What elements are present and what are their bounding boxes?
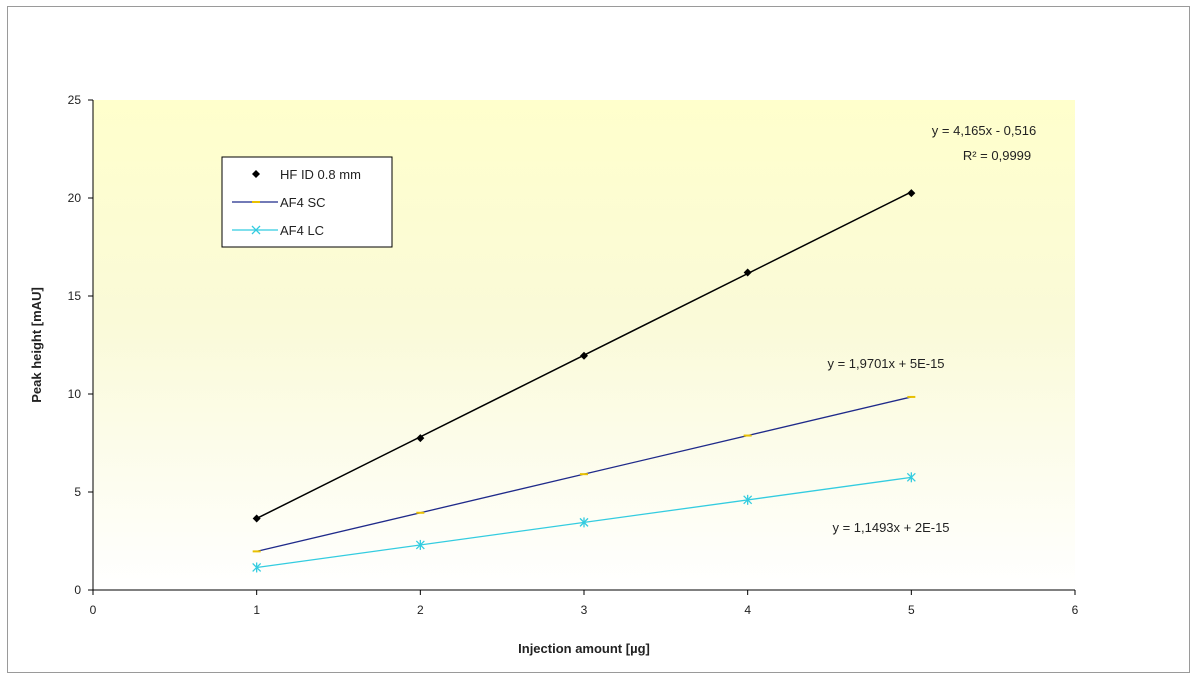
series-markers [252, 189, 916, 573]
x-axis-title: Injection amount [µg] [518, 641, 650, 656]
hf-trendline-r-squared: R² = 0,9999 [963, 148, 1031, 163]
lc-data-point [906, 472, 916, 483]
legend-label: AF4 SC [280, 195, 326, 210]
legend-swatch [252, 170, 260, 178]
lc-data-point [579, 517, 589, 528]
x-tick-label: 4 [744, 603, 751, 617]
y-tick-label: 25 [68, 93, 82, 107]
x-tick-label: 1 [253, 603, 260, 617]
hf-trendline-equation: y = 4,165x - 0,516 [932, 123, 1036, 138]
x-tick-label: 5 [908, 603, 915, 617]
y-tick-label: 0 [74, 583, 81, 597]
legend-label: HF ID 0.8 mm [280, 167, 361, 182]
legend: HF ID 0.8 mm AF4 SC AF4 LC [221, 156, 393, 248]
x-tick-label: 3 [581, 603, 588, 617]
hf-data-point [907, 189, 916, 198]
chart-text: Injection amount [µg] Peak height [mAU] … [29, 123, 1036, 656]
lc-data-point [252, 562, 262, 573]
legend-item: AF4 SC [232, 195, 326, 210]
lc-trendline-equation: y = 1,1493x + 2E-15 [832, 520, 949, 535]
legend-label: AF4 LC [280, 223, 324, 238]
hf-data-point [580, 351, 588, 360]
y-tick-label: 20 [68, 191, 82, 205]
hf-data-point [416, 434, 425, 443]
x-tick-label: 0 [90, 603, 97, 617]
hf-data-point [743, 268, 752, 277]
axes: 0 1 2 3 4 5 6 0 5 10 15 20 25 [68, 93, 1079, 617]
y-tick-label: 15 [68, 289, 82, 303]
chart-frame: 0 1 2 3 4 5 6 0 5 10 15 20 25 Injection amount [µg] … [7, 6, 1190, 673]
hf-data-point [252, 514, 261, 523]
legend-item: AF4 LC [232, 223, 324, 238]
sc-trendline-equation: y = 1,9701x + 5E-15 [827, 356, 944, 371]
legend-marker [251, 225, 261, 235]
lc-data-point [415, 539, 425, 550]
x-tick-label: 6 [1072, 603, 1079, 617]
legend-item: HF ID 0.8 mm [252, 167, 361, 182]
y-axis-title: Peak height [mAU] [29, 287, 44, 403]
y-tick-label: 5 [74, 485, 81, 499]
chart-canvas: 0 1 2 3 4 5 6 0 5 10 15 20 25 Injection amount [µg] … [29, 93, 1079, 656]
x-tick-label: 2 [417, 603, 424, 617]
lc-data-point [743, 494, 753, 505]
y-tick-label: 10 [68, 387, 82, 401]
